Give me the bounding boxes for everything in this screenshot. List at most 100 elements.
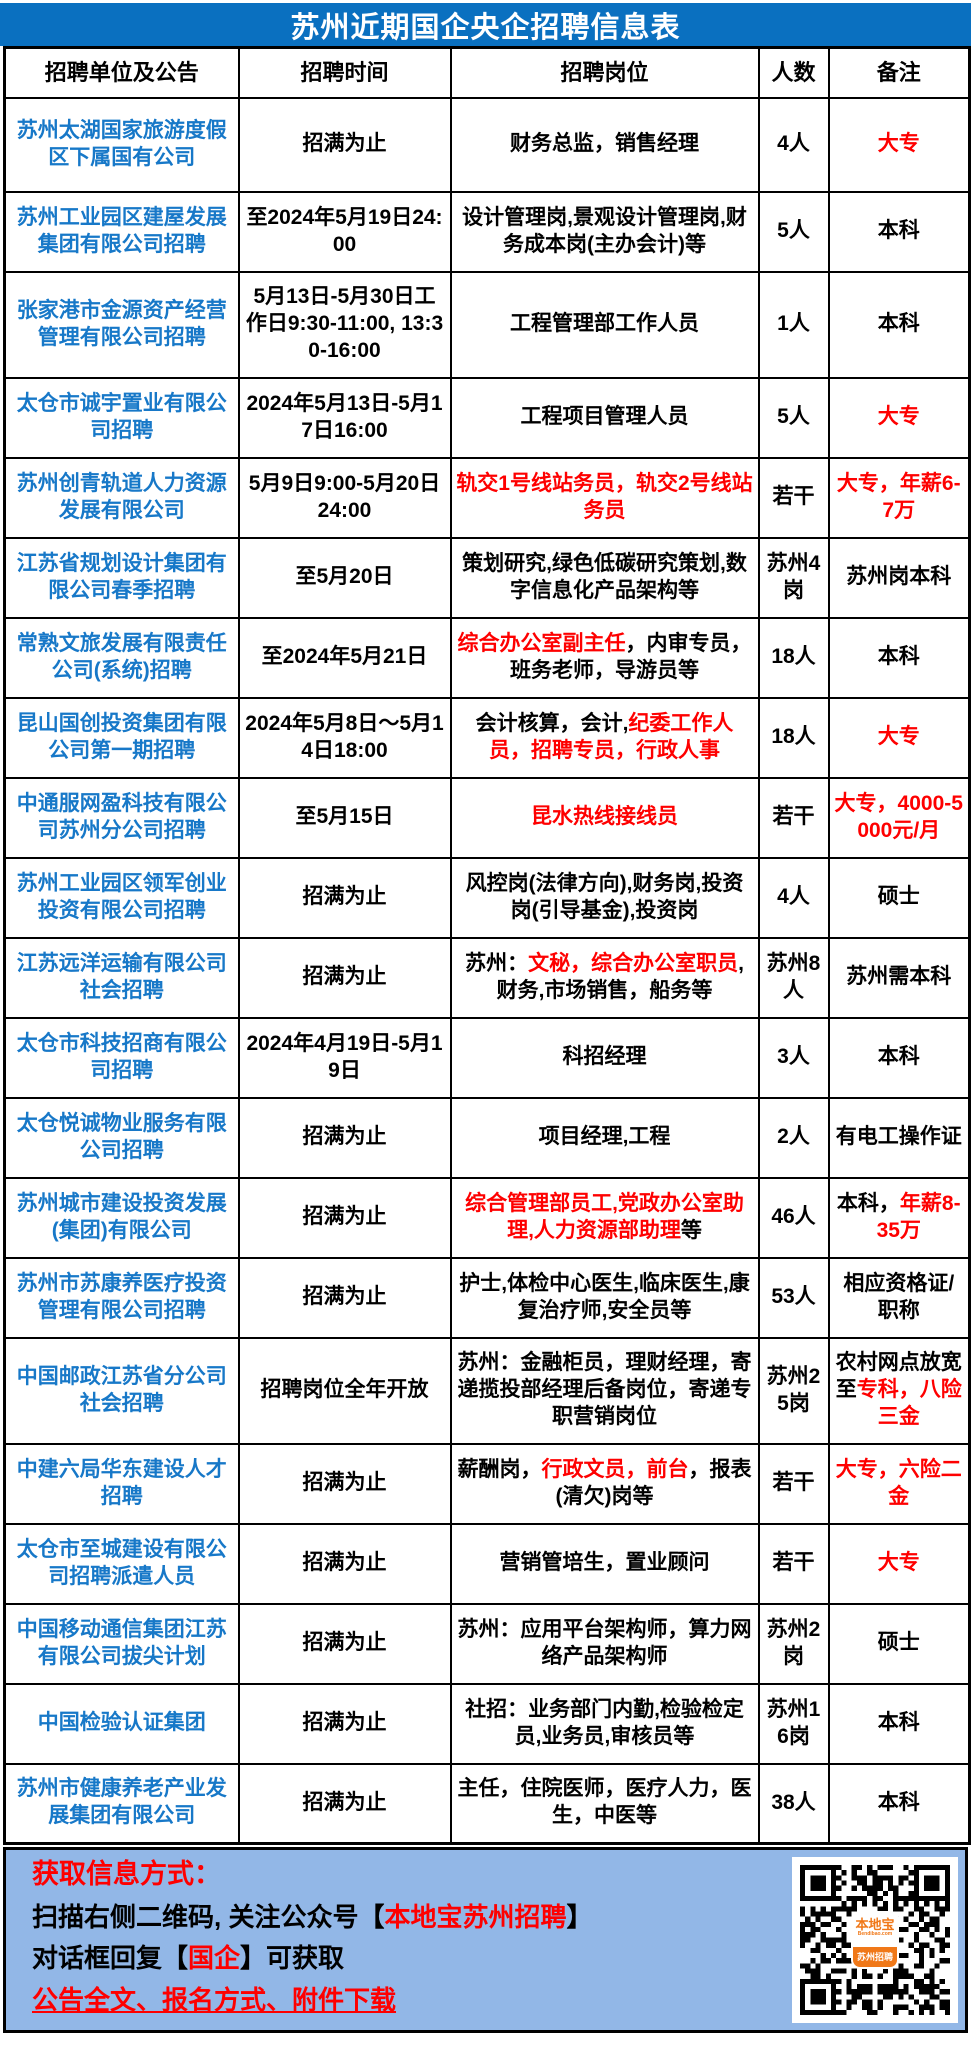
text-segment: 会计核算，会计, [475, 711, 629, 735]
time-cell: 招满为止 [237, 1442, 452, 1525]
company-cell[interactable]: 昆山国创投资集团有限公司第一期招聘 [3, 696, 240, 779]
count-cell: 苏州16岗 [757, 1682, 830, 1765]
logo-caption: 苏州招聘 [853, 1947, 897, 1967]
count-cell: 18人 [757, 616, 830, 699]
company-cell[interactable]: 苏州工业园区建屋发展集团有限公司招聘 [3, 190, 240, 273]
count-cell: 4人 [757, 856, 830, 939]
text-segment: 本科， [836, 1191, 900, 1215]
company-cell[interactable]: 苏州创青轨道人力资源发展有限公司 [3, 456, 240, 539]
text-segment: 本科 [877, 312, 920, 336]
company-cell[interactable]: 常熟文旅发展有限责任公司(系统)招聘 [3, 616, 240, 699]
note-cell: 苏州需本科 [827, 936, 971, 1019]
positions-cell: 主任，住院医师，医疗人力，医生，中医等 [449, 1762, 760, 1845]
company-cell[interactable]: 江苏远洋运输有限公司社会招聘 [3, 936, 240, 1019]
note-cell: 本科 [827, 270, 971, 379]
text-segment: 大专 [877, 1551, 920, 1575]
count-cell: 5人 [757, 376, 830, 459]
text-segment: 行政文员，前台 [541, 1457, 689, 1481]
positions-cell: 轨交1号线站务员，轨交2号线站务员 [449, 456, 760, 539]
table-row: 苏州太湖国家旅游度假区下属国有公司 招满为止 财务总监，销售经理 4人 大专 [3, 96, 971, 193]
table-row: 太仓市科技招商有限公司招聘 2024年4月19日-5月19日 科招经理 3人 本科 [3, 1016, 971, 1099]
text-segment: 国企 [188, 1943, 241, 1974]
text-segment: 社招：业务部门内勤,检验检定员,业务员,审核员等 [465, 1697, 744, 1748]
positions-cell: 风控岗(法律方向),财务岗,投资岗(引导基金),投资岗 [449, 856, 760, 939]
table-row: 常熟文旅发展有限责任公司(系统)招聘 至2024年5月21日 综合办公室副主任，内审… [3, 616, 971, 699]
company-cell[interactable]: 苏州工业园区领军创业投资有限公司招聘 [3, 856, 240, 939]
count-cell: 3人 [757, 1016, 830, 1099]
note-cell: 农村网点放宽至专科，八险三金 [827, 1336, 971, 1445]
text-segment: 护士,体检中心医生,临床医生,康复治疗师,安全员等 [459, 1271, 750, 1322]
text-segment: 苏州： [465, 951, 529, 975]
text-segment: 硕士 [877, 1631, 920, 1655]
table-row: 昆山国创投资集团有限公司第一期招聘 2024年5月8日～5月14日18:00 会计核… [3, 696, 971, 779]
text-segment: 工程项目管理人员 [520, 405, 689, 429]
note-cell: 本科 [827, 616, 971, 699]
count-cell: 38人 [757, 1762, 830, 1845]
table-row: 中国移动通信集团江苏有限公司拔尖计划 招满为止 苏州：应用平台架构师，算力网络产品架… [3, 1602, 971, 1685]
positions-cell: 苏州：应用平台架构师，算力网络产品架构师 [449, 1602, 760, 1685]
company-cell[interactable]: 太仓市诚宇置业有限公司招聘 [3, 376, 240, 459]
logo-name: 本地宝 [855, 1917, 895, 1932]
table-row: 苏州市苏康养医疗投资管理有限公司招聘 招满为止 护士,体检中心医生,临床医生,康复治… [3, 1256, 971, 1339]
time-cell: 5月9日9:00-5月20日24:00 [237, 456, 452, 539]
company-cell[interactable]: 中建六局华东建设人才招聘 [3, 1442, 240, 1525]
table-row: 苏州市健康养老产业发展集团有限公司 招满为止 主任，住院医师，医疗人力，医生，中医等… [3, 1762, 971, 1845]
text-segment: 本科 [877, 1711, 920, 1735]
company-cell[interactable]: 中国邮政江苏省分公司社会招聘 [3, 1336, 240, 1445]
time-cell: 2024年4月19日-5月19日 [237, 1016, 452, 1099]
text-segment: 本科 [877, 1045, 920, 1069]
company-cell[interactable]: 江苏省规划设计集团有限公司春季招聘 [3, 536, 240, 619]
text-segment: 有电工操作证 [835, 1125, 962, 1149]
table-row: 苏州工业园区建屋发展集团有限公司招聘 至2024年5月19日24:00 设计管理岗,… [3, 190, 971, 273]
note-cell: 相应资格证/职称 [827, 1256, 971, 1339]
count-cell: 46人 [757, 1176, 830, 1259]
footer-panel: 获取信息方式： 扫描右侧二维码, 关注公众号【本地宝苏州招聘】 对话框回复【国企… [3, 1847, 968, 2033]
text-segment: 硕士 [877, 885, 920, 909]
qr-code: 本地宝 Bendibao.com 苏州招聘 [792, 1857, 958, 2023]
count-cell: 若干 [757, 456, 830, 539]
column-header: 备注 [827, 46, 971, 99]
text-segment: 昆水热线接线员 [531, 805, 678, 829]
company-cell[interactable]: 中国检验认证集团 [3, 1682, 240, 1765]
positions-cell: 薪酬岗，行政文员，前台，报表(清欠)岗等 [449, 1442, 760, 1525]
text-segment: 薪酬岗， [457, 1457, 542, 1481]
text-segment: 大专 [877, 132, 920, 156]
text-segment: 专科，八险三金 [856, 1378, 962, 1428]
company-cell[interactable]: 中国移动通信集团江苏有限公司拔尖计划 [3, 1602, 240, 1685]
company-cell[interactable]: 太仓悦诚物业服务有限公司招聘 [3, 1096, 240, 1179]
text-segment: 纪委工作人员，招聘专员，行政人事 [489, 711, 734, 762]
time-cell: 招满为止 [237, 96, 452, 193]
company-cell[interactable]: 苏州市苏康养医疗投资管理有限公司招聘 [3, 1256, 240, 1339]
count-cell: 18人 [757, 696, 830, 779]
note-cell: 大专，4000-5000元/月 [827, 776, 971, 859]
count-cell: 苏州4岗 [757, 536, 830, 619]
company-cell[interactable]: 太仓市科技招商有限公司招聘 [3, 1016, 240, 1099]
text-segment: 本科 [877, 219, 920, 243]
count-cell: 若干 [757, 1442, 830, 1525]
text-segment: 】可获取 [240, 1943, 345, 1974]
company-cell[interactable]: 中通服网盈科技有限公司苏州分公司招聘 [3, 776, 240, 859]
count-cell: 若干 [757, 1522, 830, 1605]
company-cell[interactable]: 太仓市至城建设有限公司招聘派遣人员 [3, 1522, 240, 1605]
positions-cell: 苏州：金融柜员，理财经理，寄递揽投部经理后备岗位，寄递专职营销岗位 [449, 1336, 760, 1445]
company-cell[interactable]: 苏州城市建设投资发展(集团)有限公司 [3, 1176, 240, 1259]
text-segment: 本科 [877, 645, 920, 669]
count-cell: 苏州25岗 [757, 1336, 830, 1445]
table-row: 中通服网盈科技有限公司苏州分公司招聘 至5月15日 昆水热线接线员 若干 大专，4000… [3, 776, 971, 859]
company-cell[interactable]: 苏州市健康养老产业发展集团有限公司 [3, 1762, 240, 1845]
text-segment: 大专，六险二金 [835, 1457, 962, 1508]
table-header: 招聘单位及公告 招聘时间 招聘岗位 人数 备注 [3, 46, 971, 99]
company-cell[interactable]: 苏州太湖国家旅游度假区下属国有公司 [3, 96, 240, 193]
table-row: 中国邮政江苏省分公司社会招聘 招聘岗位全年开放 苏州：金融柜员，理财经理，寄递揽投部… [3, 1336, 971, 1445]
time-cell: 招满为止 [237, 1602, 452, 1685]
count-cell: 1人 [757, 270, 830, 379]
time-cell: 招满为止 [237, 1682, 452, 1765]
time-cell: 招满为止 [237, 1176, 452, 1259]
table-body: 苏州太湖国家旅游度假区下属国有公司 招满为止 财务总监，销售经理 4人 大专 苏州工业园区… [3, 96, 971, 1845]
company-cell[interactable]: 张家港市金源资产经营管理有限公司招聘 [3, 270, 240, 379]
table-row: 太仓悦诚物业服务有限公司招聘 招满为止 项目经理,工程 2人 有电工操作证 [3, 1096, 971, 1179]
count-cell: 53人 [757, 1256, 830, 1339]
text-segment: 本地宝苏州招聘 [384, 1901, 567, 1932]
time-cell: 招聘岗位全年开放 [237, 1336, 452, 1445]
